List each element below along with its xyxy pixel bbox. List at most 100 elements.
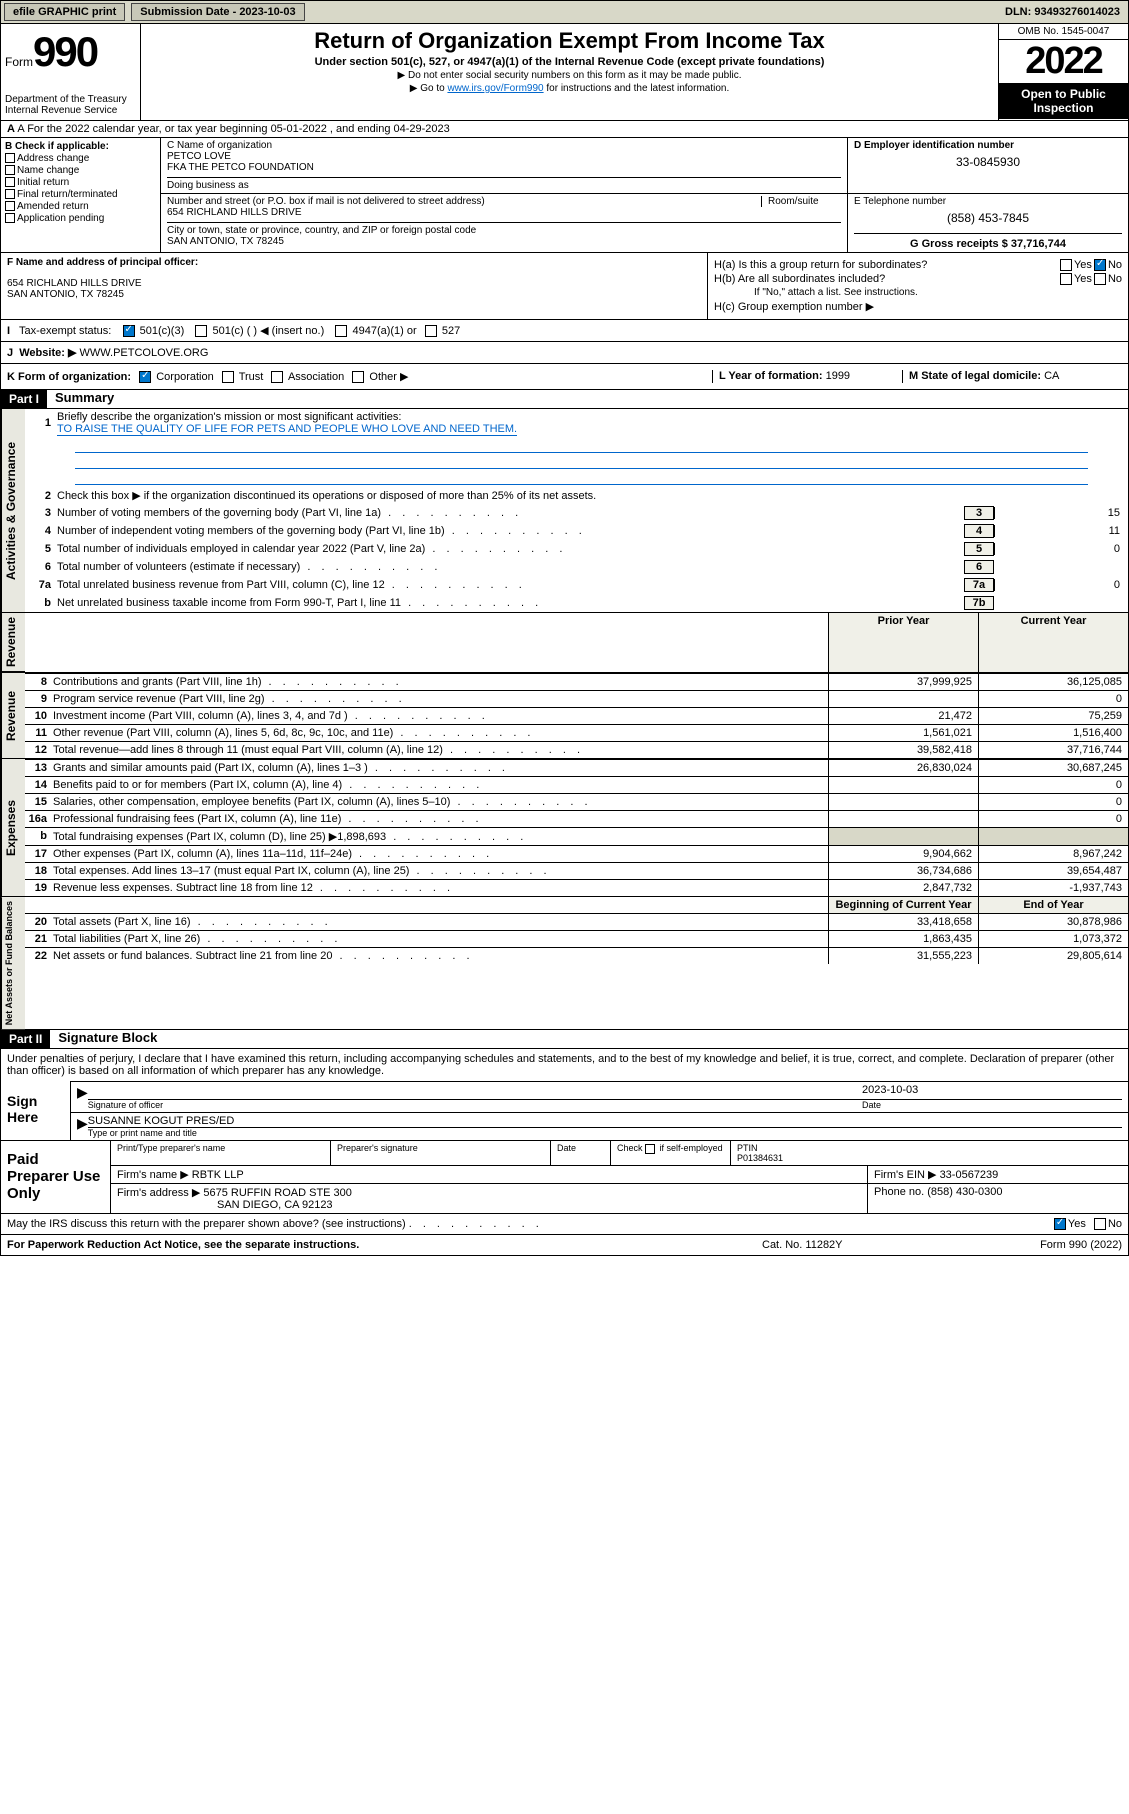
irs-link[interactable]: www.irs.gov/Form990: [447, 83, 543, 94]
note-ssn: ▶ Do not enter social security numbers o…: [149, 70, 990, 81]
year-columns-header: Revenue Prior Year Current Year: [1, 612, 1128, 672]
section-f: F Name and address of principal officer:…: [1, 253, 708, 319]
chk-hb-yes[interactable]: [1060, 273, 1072, 285]
submission-date-button[interactable]: Submission Date - 2023-10-03: [131, 3, 304, 21]
sign-date: 2023-10-03: [862, 1084, 1122, 1100]
chk-4947[interactable]: [335, 325, 347, 337]
cat-number: Cat. No. 11282Y: [762, 1239, 942, 1251]
form-title: Return of Organization Exempt From Incom…: [149, 28, 990, 54]
officer-addr2: SAN ANTONIO, TX 78245: [7, 289, 701, 300]
section-b: B Check if applicable: Address change Na…: [1, 138, 161, 252]
data-line: 8Contributions and grants (Part VIII, li…: [25, 673, 1128, 690]
chk-hb-no[interactable]: [1094, 273, 1106, 285]
section-fh: F Name and address of principal officer:…: [0, 253, 1129, 320]
chk-application-pending[interactable]: [5, 213, 15, 223]
form-number: 990: [33, 28, 97, 76]
beginning-year-header: Beginning of Current Year: [828, 897, 978, 913]
section-e-g: E Telephone number (858) 453-7845 G Gros…: [848, 194, 1128, 252]
chk-amended-return[interactable]: [5, 201, 15, 211]
chk-trust[interactable]: [222, 371, 234, 383]
org-name-block: C Name of organization PETCO LOVE FKA TH…: [161, 138, 848, 194]
revenue-side-label: Revenue: [1, 613, 25, 672]
ein-value: 33-0845930: [854, 155, 1122, 169]
summary-line: 7aTotal unrelated business revenue from …: [25, 576, 1128, 594]
firm-addr1: 5675 RUFFIN ROAD STE 300: [203, 1187, 352, 1199]
data-line: 19Revenue less expenses. Subtract line 1…: [25, 879, 1128, 896]
chk-initial-return[interactable]: [5, 177, 15, 187]
chk-address-change[interactable]: [5, 153, 15, 163]
netassets-side-label: Net Assets or Fund Balances: [1, 897, 25, 1029]
summary-line: 3Number of voting members of the governi…: [25, 504, 1128, 522]
address-block: Number and street (or P.O. box if mail i…: [161, 194, 848, 252]
data-line: bTotal fundraising expenses (Part IX, co…: [25, 827, 1128, 845]
chk-ha-no[interactable]: [1094, 259, 1106, 271]
data-line: 11Other revenue (Part VIII, column (A), …: [25, 724, 1128, 741]
chk-other[interactable]: [352, 371, 364, 383]
inspection-badge: Open to Public Inspection: [999, 83, 1128, 119]
header-center: Return of Organization Exempt From Incom…: [141, 24, 998, 120]
part1-title: Summary: [55, 390, 114, 408]
irs-text: Internal Revenue Service: [5, 105, 136, 116]
row-j: J Website: ▶ WWW.PETCOLOVE.ORG: [0, 342, 1129, 364]
chk-501c3[interactable]: [123, 325, 135, 337]
data-line: 21Total liabilities (Part X, line 26)1,8…: [25, 930, 1128, 947]
gross-receipts-value: 37,716,744: [1011, 238, 1066, 250]
form-word: Form: [5, 55, 33, 69]
governance-section: Activities & Governance 1Briefly describ…: [1, 409, 1128, 612]
chk-501c[interactable]: [195, 325, 207, 337]
section-c-wrapper: C Name of organization PETCO LOVE FKA TH…: [161, 138, 1128, 252]
data-line: 13Grants and similar amounts paid (Part …: [25, 759, 1128, 776]
section-d: D Employer identification number 33-0845…: [848, 138, 1128, 194]
street-address: 654 RICHLAND HILLS DRIVE: [167, 207, 841, 218]
row-a-tax-year: A A For the 2022 calendar year, or tax y…: [0, 121, 1129, 138]
expenses-side-label: Expenses: [1, 759, 25, 896]
chk-discuss-yes[interactable]: [1054, 1218, 1066, 1230]
chk-name-change[interactable]: [5, 165, 15, 175]
header-right: OMB No. 1545-0047 2022 Open to Public In…: [998, 24, 1128, 120]
data-line: 9Program service revenue (Part VIII, lin…: [25, 690, 1128, 707]
prior-year-header: Prior Year: [828, 613, 978, 672]
part2-label: Part II: [1, 1030, 50, 1048]
efile-print-button[interactable]: efile GRAPHIC print: [4, 3, 125, 21]
dln-text: DLN: 93493276014023: [1005, 6, 1128, 18]
dept-text: Department of the Treasury: [5, 94, 136, 105]
chk-corporation[interactable]: [139, 371, 151, 383]
firm-addr2: SAN DIEGO, CA 92123: [217, 1199, 333, 1211]
summary-line: 4Number of independent voting members of…: [25, 522, 1128, 540]
data-line: 15Salaries, other compensation, employee…: [25, 793, 1128, 810]
part1-header-row: Part I Summary: [0, 390, 1129, 409]
note-link: ▶ Go to www.irs.gov/Form990 for instruct…: [149, 83, 990, 94]
city-state-zip: SAN ANTONIO, TX 78245: [167, 236, 841, 247]
governance-side-label: Activities & Governance: [1, 409, 25, 612]
form-ref: Form 990 (2022): [942, 1239, 1122, 1251]
officer-addr1: 654 RICHLAND HILLS DRIVE: [7, 278, 701, 289]
signature-block: Under penalties of perjury, I declare th…: [0, 1049, 1129, 1141]
data-line: 20Total assets (Part X, line 16)33,418,6…: [25, 913, 1128, 930]
phone-value: (858) 453-7845: [854, 211, 1122, 225]
chk-ha-yes[interactable]: [1060, 259, 1072, 271]
officer-name: SUSANNE KOGUT PRES/ED: [88, 1115, 1122, 1128]
ptin-value: P01384631: [737, 1153, 783, 1163]
year-formation: 1999: [826, 370, 850, 382]
tax-year: 2022: [999, 40, 1128, 83]
data-line: 22Net assets or fund balances. Subtract …: [25, 947, 1128, 964]
state-domicile: CA: [1044, 370, 1059, 382]
chk-self-employed[interactable]: [645, 1144, 655, 1154]
preparer-block: Paid Preparer Use Only Print/Type prepar…: [0, 1141, 1129, 1214]
data-line: 10Investment income (Part VIII, column (…: [25, 707, 1128, 724]
data-line: 12Total revenue—add lines 8 through 11 (…: [25, 741, 1128, 758]
data-line: 14Benefits paid to or for members (Part …: [25, 776, 1128, 793]
data-line: 18Total expenses. Add lines 13–17 (must …: [25, 862, 1128, 879]
chk-discuss-no[interactable]: [1094, 1218, 1106, 1230]
chk-527[interactable]: [425, 325, 437, 337]
data-line: 16aProfessional fundraising fees (Part I…: [25, 810, 1128, 827]
paperwork-notice: For Paperwork Reduction Act Notice, see …: [7, 1239, 762, 1251]
chk-association[interactable]: [271, 371, 283, 383]
row-i: I Tax-exempt status: 501(c)(3) 501(c) ( …: [0, 320, 1129, 342]
summary-line: 6Total number of volunteers (estimate if…: [25, 558, 1128, 576]
firm-name: RBTK LLP: [192, 1169, 244, 1181]
preparer-side-label: Paid Preparer Use Only: [1, 1141, 111, 1213]
discuss-row: May the IRS discuss this return with the…: [0, 1214, 1129, 1235]
chk-final-return[interactable]: [5, 189, 15, 199]
section-bcde: B Check if applicable: Address change Na…: [0, 138, 1129, 253]
